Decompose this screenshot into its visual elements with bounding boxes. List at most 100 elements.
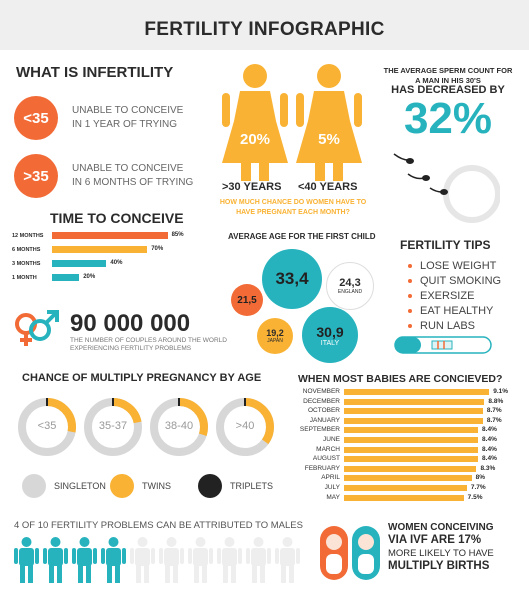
babies-heading: WHEN MOST BABIES ARE CONCIEVED? xyxy=(298,373,503,385)
tip-label: EXERSIZE xyxy=(420,289,475,302)
male-figure-highlighted-icon xyxy=(101,537,126,583)
month-label: OCTOBER xyxy=(307,407,340,415)
month-label: NOVEMBER xyxy=(302,388,340,395)
ttc-category-label: 12 MONTHS xyxy=(12,233,44,239)
tip-label: QUIT SMOKING xyxy=(420,274,502,287)
donut-chart xyxy=(216,398,274,456)
sperm-value: 32% xyxy=(403,94,493,143)
month-bar xyxy=(344,494,464,501)
legend-label: TWINS xyxy=(142,481,171,491)
month-value-label: 7.5% xyxy=(467,493,483,501)
male-figure-icon xyxy=(275,537,300,583)
male-figure-icon xyxy=(217,537,242,583)
age-bubble-country: ITALY xyxy=(320,339,340,347)
couples-number: 90 000 000 xyxy=(70,310,191,337)
month-label: FEBRUARY xyxy=(304,464,340,472)
infertility-heading: WHAT IS INFERTILITY xyxy=(16,64,174,81)
male-figure-icon xyxy=(130,537,155,583)
male-figure-icon xyxy=(188,537,213,583)
ttc-bar xyxy=(52,274,80,281)
ivf-line: WOMEN CONCEIVING xyxy=(388,522,494,533)
women-question: HOW MUCH CHANCE DO WOMEN HAVE TO HAVE PR… xyxy=(219,199,367,216)
infertility-item-line: UNABLE TO CONCEIVE xyxy=(72,105,184,116)
month-bar xyxy=(344,389,490,395)
age-bubble-value: 19,2 xyxy=(266,328,284,338)
age-bubble-value: 33,4 xyxy=(275,269,309,288)
ivf-text: WOMEN CONCEIVING VIA IVF ARE 17% MORE LI… xyxy=(388,521,494,573)
tip-label: LOSE WEIGHT xyxy=(420,259,497,272)
ivf-line: MULTIPLY BIRTHS xyxy=(388,560,490,572)
month-value-label: 8.7% xyxy=(486,407,502,415)
ivf-line: VIA IVF ARE 17% xyxy=(388,534,482,546)
month-value-label: 8.3% xyxy=(480,464,496,472)
male-figure-highlighted-icon xyxy=(72,537,97,583)
age-badge-under-35: <35 xyxy=(14,96,58,140)
tip-label: EAT HEALTHY xyxy=(420,304,494,317)
infertility-item-1: UNABLE TO CONCEIVE IN 1 YEAR OF TRYING xyxy=(72,104,183,132)
multiple-pregnancy-heading: CHANCE OF MULTIPLY PREGNANCY BY AGE xyxy=(22,372,262,384)
tip-label: RUN LABS xyxy=(420,319,476,332)
month-bar xyxy=(344,398,485,405)
woman-right-percent: 5% xyxy=(318,131,340,148)
age-bubble-country: ENGLAND xyxy=(337,289,363,295)
title-bar: FERTILITY INFOGRAPHIC xyxy=(0,0,529,50)
male-figure-highlighted-icon xyxy=(14,537,39,583)
age-badge-over-35: >35 xyxy=(14,154,58,198)
tip-item: LOSE WEIGHT xyxy=(408,258,501,273)
donut-age-label: 35-37 xyxy=(98,420,128,432)
month-label: DECEMBER xyxy=(303,397,340,405)
age-bubble-country: JAPAN xyxy=(267,338,283,344)
age-bubble-england: 24,3 ENGLAND xyxy=(326,262,374,310)
month-label: JULY xyxy=(324,484,340,491)
age-bubble-italy: 30,9 ITALY xyxy=(302,307,358,363)
bullet-icon xyxy=(408,323,412,328)
fertility-tips-heading: FERTILITY TIPS xyxy=(400,238,491,252)
ttc-bar xyxy=(52,246,148,253)
infertility-item-line: IN 1 YEAR OF TRYING xyxy=(72,119,178,130)
age-bubble-value: 24,3 xyxy=(339,277,361,289)
month-label: JANUARY xyxy=(309,416,340,424)
month-bar xyxy=(344,427,479,434)
donut-age-label: >40 xyxy=(235,420,255,432)
sperm-icon xyxy=(393,153,500,223)
month-bar xyxy=(344,417,483,424)
ttc-value-label: 40% xyxy=(110,260,123,266)
woman-figure-icon xyxy=(296,64,362,181)
donut-age-label: 38-40 xyxy=(164,420,194,432)
ttc-value-label: 85% xyxy=(171,232,184,238)
tip-item: RUN LABS xyxy=(408,318,501,333)
month-label: MARCH xyxy=(316,445,340,453)
woman-right-age: <40 YEARS xyxy=(298,181,358,193)
month-label: JUNE xyxy=(323,436,340,443)
males-figures xyxy=(14,537,304,583)
month-value-label: 8.4% xyxy=(482,455,497,463)
ttc-category-label: 1 MONTH xyxy=(12,275,37,281)
sperm-text-2: HAS DECREASED BY xyxy=(391,84,505,96)
month-value-label: 8.4% xyxy=(482,426,497,434)
month-value-label: 8.4% xyxy=(482,436,497,443)
couples-caption-line: THE NUMBER OF COUPLES AROUND THE WORLD xyxy=(70,337,227,344)
month-value-label: 8% xyxy=(475,474,486,482)
tip-item: EXERSIZE xyxy=(408,288,501,303)
bullet-icon xyxy=(408,263,412,268)
ttc-value-label: 20% xyxy=(83,274,96,280)
ivf-line: MORE LIKELY TO HAVE xyxy=(388,548,494,559)
time-to-conceive-heading: TIME TO CONCEIVE xyxy=(50,210,184,226)
ttc-category-label: 6 MONTHS xyxy=(12,247,41,253)
male-figure-icon xyxy=(159,537,184,583)
month-bar xyxy=(344,475,472,482)
woman-left-percent: 20% xyxy=(239,131,271,148)
age-badge-label: <35 xyxy=(23,109,49,127)
month-bar xyxy=(344,437,479,443)
age-bubble-main: 33,4 xyxy=(262,249,322,309)
woman-figure-icon xyxy=(222,64,288,181)
month-label: MAY xyxy=(326,493,340,501)
month-label: APRIL xyxy=(321,474,340,482)
month-bar xyxy=(344,456,479,463)
month-value-label: 8.4% xyxy=(482,445,497,453)
month-label: AUGUST xyxy=(312,455,340,463)
legend-swatch xyxy=(22,474,46,498)
bullet-icon xyxy=(408,278,412,283)
donut-chart xyxy=(150,398,208,456)
age-bubble-value: 30,9 xyxy=(316,323,344,340)
